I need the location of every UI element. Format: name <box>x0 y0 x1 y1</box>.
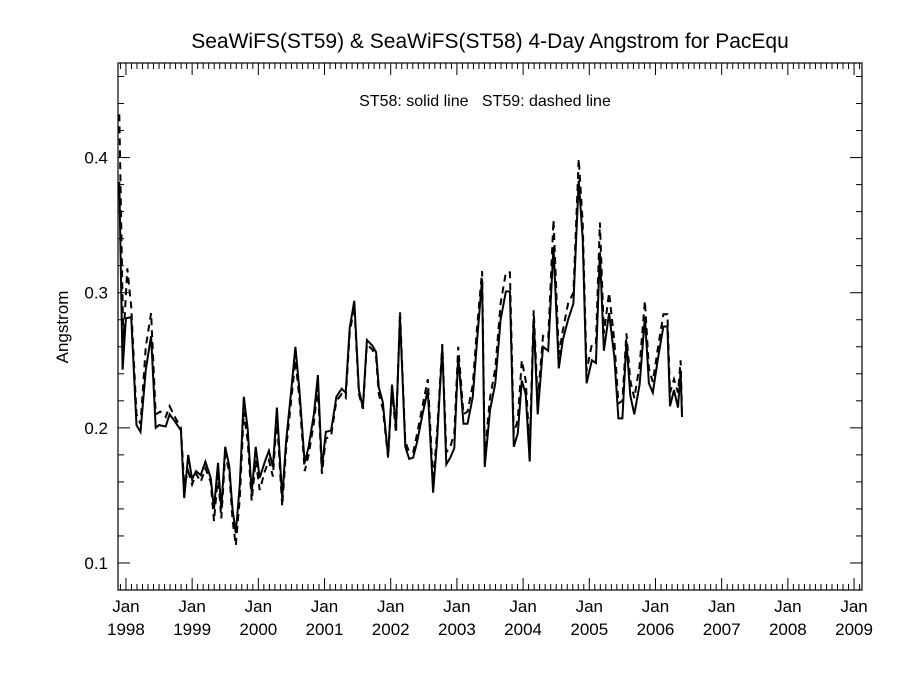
x-tick-month-label: Jan <box>178 597 205 616</box>
series-line-st58 <box>118 180 683 534</box>
x-tick-month-label: Jan <box>576 597 603 616</box>
line-style-annotation: ST58: solid line ST59: dashed line <box>359 93 611 110</box>
x-tick-year-label: 2005 <box>570 620 608 639</box>
x-tick-year-label: 2009 <box>835 620 873 639</box>
x-tick-month-label: Jan <box>509 597 536 616</box>
x-tick-year-label: 2008 <box>769 620 807 639</box>
x-tick-month-label: Jan <box>774 597 801 616</box>
x-tick-year-label: 2006 <box>637 620 675 639</box>
x-tick-year-label: 1998 <box>107 620 145 639</box>
x-axis-ticks: Jan 1998 Jan 1999 Jan 2000 Jan 2001 Jan 2002 Jan 20… <box>107 63 873 639</box>
x-tick-year-label: 2007 <box>703 620 741 639</box>
x-tick-year-label: 1999 <box>173 620 211 639</box>
plot-frame <box>117 62 863 591</box>
y-tick-label: 0.2 <box>84 419 108 438</box>
y-tick-label: 0.4 <box>84 149 108 168</box>
y-tick-label: 0.3 <box>84 284 108 303</box>
x-tick-month-label: Jan <box>840 597 867 616</box>
chart-title: SeaWiFS(ST59) & SeaWiFS(ST58) 4-Day Angs… <box>191 30 789 53</box>
series-line-st59 <box>118 114 683 546</box>
series-lines <box>118 114 683 546</box>
y-axis-ticks: 0.1 0.2 0.3 0.4 <box>84 76 862 591</box>
y-axis-label: Angstrom <box>53 291 72 364</box>
x-tick-month-label: Jan <box>443 597 470 616</box>
x-tick-year-label: 2001 <box>306 620 344 639</box>
x-tick-month-label: Jan <box>245 597 272 616</box>
x-tick-month-label: Jan <box>311 597 338 616</box>
x-tick-month-label: Jan <box>112 597 139 616</box>
x-tick-month-label: Jan <box>377 597 404 616</box>
x-tick-month-label: Jan <box>642 597 669 616</box>
x-tick-year-label: 2002 <box>372 620 410 639</box>
y-tick-label: 0.1 <box>84 554 108 573</box>
x-tick-year-label: 2000 <box>239 620 277 639</box>
x-tick-month-label: Jan <box>708 597 735 616</box>
x-tick-year-label: 2004 <box>504 620 542 639</box>
x-tick-year-label: 2003 <box>438 620 476 639</box>
